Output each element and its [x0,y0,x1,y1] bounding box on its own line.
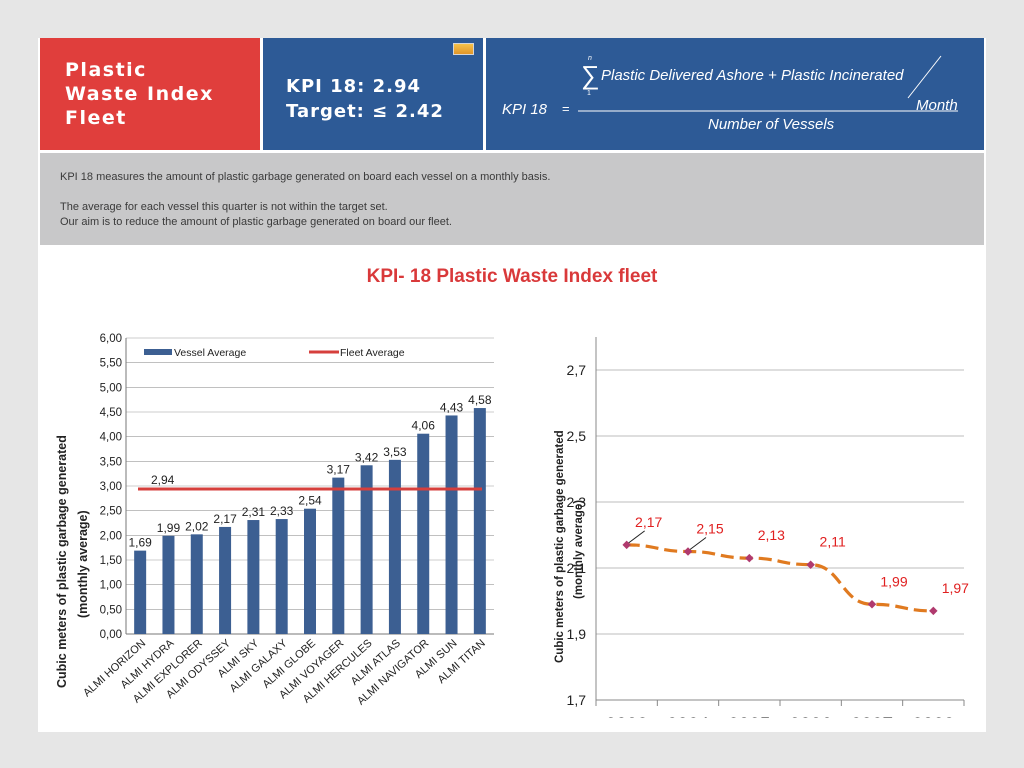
data-point [929,606,938,616]
title-panel: Plastic Waste Index Fleet [40,38,260,150]
formula-denominator: Number of Vessels [708,116,835,133]
kpi-target: Target: ≤ 2.42 [286,101,444,122]
legend-fleet-average: Fleet Average [340,347,405,359]
bar [332,477,345,634]
bar [219,526,232,634]
kpi-value: KPI 18: 2.94 [286,76,422,97]
bar [445,415,458,634]
bar [304,508,316,634]
formula-numerator: Plastic Delivered Ashore + Plastic Incin… [601,67,904,84]
description-line-1: KPI 18 measures the amount of plastic ga… [60,171,551,183]
point-value-label: 2,17 [635,514,662,530]
y-axis-title: Cubic meters of plastic garbage generate… [554,430,566,663]
legend-vessel-average: Vessel Average [174,347,246,359]
bar [360,465,373,634]
y-tick-label: 5,00 [100,382,122,394]
bar-value-label: 4,58 [468,393,492,407]
description-line-2: The average for each vessel this quarter… [60,201,388,213]
kpi-formula: KPI 18 = n ∑ 1 Plastic Delivered Ashore … [502,55,958,133]
y-tick-label: 0,50 [100,604,122,616]
x-tick-label: 2026 [790,715,832,718]
bar-value-label: 2,31 [242,505,266,519]
sum-icon: ∑ [581,60,600,90]
y-tick-label: 3,00 [100,481,122,493]
data-point [867,600,877,609]
x-tick-label: 2023 [606,715,648,718]
data-point [806,560,815,569]
bar-value-label: 4,43 [440,400,464,414]
report-title: Plastic Waste Index Fleet [65,59,214,129]
y-tick-label: 2,7 [567,362,587,378]
y-tick-label: 1,00 [100,580,122,592]
y-tick-label: 1,9 [567,626,587,642]
bar [417,433,430,634]
bar [275,519,288,634]
label-leader-line [689,537,707,550]
bar-value-label: 2,33 [270,504,294,518]
sum-upper-limit: n [588,55,592,62]
description-line-3: Our aim is to reduce the amount of plast… [60,216,452,228]
bar-value-label: 1,99 [157,521,181,535]
formula-lhs: KPI 18 [502,101,548,118]
bar [190,534,203,634]
bar [473,408,486,634]
bar-value-label: 3,53 [383,445,407,459]
bar [388,459,401,634]
point-value-label: 1,99 [880,573,907,589]
y-tick-label: 2,1 [567,560,587,576]
bar [247,520,260,634]
point-value-label: 2,13 [758,527,785,543]
data-point [745,553,754,563]
y-axis-subtitle: (monthly average) [573,500,585,599]
point-value-label: 1,97 [942,580,969,596]
y-tick-label: 5,50 [100,358,122,370]
sum-lower-limit: 1 [587,90,591,97]
formula-equals: = [562,101,570,116]
legend-vessel-swatch [144,349,172,355]
y-axis-subtitle: (monthly average) [76,510,90,618]
y-tick-label: 2,00 [100,530,122,542]
y-tick-label: 4,50 [100,407,122,419]
bar-value-label: 1,69 [128,536,152,550]
y-tick-label: 0,00 [100,629,122,641]
kpi-report-page: Plastic Waste Index Fleet KPI 18: 2.94 T… [38,38,986,732]
bar [162,535,175,634]
bar-value-label: 4,06 [412,419,436,433]
bar-value-label: 2,02 [185,519,209,533]
x-tick-label: 2027 [851,715,893,718]
per-slash [907,55,942,99]
yearly-line-chart: 1,7 1,9 2,1 2,3 2,5 2,7 2,17 2023 2,15 2024 2,13 20… [554,337,969,718]
y-tick-label: 2,5 [567,428,587,444]
bar [134,550,147,634]
formula-panel: KPI 18 = n ∑ 1 Plastic Delivered Ashore … [486,38,984,150]
y-axis-title: Cubic meters of plastic garbage generate… [55,435,69,688]
formula-per-month: Month [916,97,958,114]
point-value-label: 2,15 [696,521,723,537]
point-value-label: 2,11 [820,534,846,550]
x-tick-label: 2025 [728,715,770,718]
y-tick-label: 2,50 [100,506,122,518]
chart-title: KPI- 18 Plastic Waste Index fleet [366,266,658,287]
x-tick-label: 2024 [667,715,710,718]
vessel-bar-chart: 0,00 0,50 1,00 1,50 2,00 2,50 3,00 3,50 4,00 4,50… [55,333,494,708]
y-tick-label: 1,50 [100,555,122,567]
bar-value-label: 3,42 [355,450,379,464]
bar-value-label: 2,17 [213,512,237,526]
fleet-average-label: 2,94 [151,473,175,487]
kpi-value-panel: KPI 18: 2.94 Target: ≤ 2.42 [263,38,483,150]
y-tick-label: 6,00 [100,333,122,345]
y-tick-label: 2,3 [567,494,587,510]
description-panel: KPI 18 measures the amount of plastic ga… [40,153,984,245]
y-tick-label: 3,50 [100,456,122,468]
y-tick-label: 4,00 [100,432,122,444]
bar-value-label: 2,54 [298,494,322,508]
label-leader-line [628,530,645,544]
flag-icon [453,43,474,55]
trend-line [626,543,934,613]
x-tick-label: 2028 [912,715,954,718]
bar-value-label: 3,17 [327,463,351,477]
y-tick-label: 1,7 [567,692,587,708]
